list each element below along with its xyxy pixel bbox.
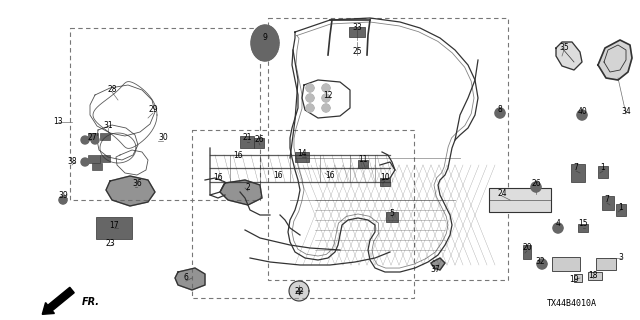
- Text: 16: 16: [233, 150, 243, 159]
- Bar: [578, 224, 588, 232]
- Text: 2: 2: [246, 183, 250, 193]
- Bar: [552, 257, 580, 271]
- Bar: [268, 18, 508, 280]
- Text: 38: 38: [67, 157, 77, 166]
- Text: 27: 27: [87, 132, 97, 141]
- Polygon shape: [531, 182, 541, 192]
- Circle shape: [322, 94, 330, 102]
- Text: 26: 26: [531, 179, 541, 188]
- Text: 8: 8: [498, 106, 502, 115]
- Bar: [192, 130, 414, 298]
- Text: 6: 6: [184, 274, 188, 283]
- Bar: [523, 245, 531, 259]
- Bar: [602, 196, 614, 210]
- Circle shape: [81, 136, 89, 144]
- Polygon shape: [537, 259, 547, 269]
- Text: 7: 7: [605, 196, 609, 204]
- Text: 16: 16: [213, 173, 223, 182]
- Circle shape: [306, 104, 314, 112]
- Text: 10: 10: [380, 173, 390, 182]
- Bar: [70, 28, 260, 200]
- Polygon shape: [289, 281, 309, 301]
- Circle shape: [306, 94, 314, 102]
- Polygon shape: [220, 180, 262, 205]
- Bar: [596, 258, 616, 270]
- Bar: [489, 188, 551, 212]
- Polygon shape: [251, 25, 279, 61]
- Bar: [92, 163, 102, 170]
- Bar: [380, 178, 390, 186]
- Text: 35: 35: [559, 43, 569, 52]
- Text: 16: 16: [325, 171, 335, 180]
- Text: 37: 37: [430, 266, 440, 275]
- Text: 39: 39: [58, 190, 68, 199]
- Text: 26: 26: [254, 134, 264, 143]
- Polygon shape: [106, 176, 155, 206]
- Text: 16: 16: [273, 171, 283, 180]
- Text: 29: 29: [148, 106, 158, 115]
- Text: 30: 30: [158, 133, 168, 142]
- Bar: [100, 133, 110, 140]
- Text: 1: 1: [619, 203, 623, 212]
- Text: TX44B4010A: TX44B4010A: [547, 299, 597, 308]
- Text: 36: 36: [132, 180, 142, 188]
- Bar: [571, 164, 585, 182]
- Polygon shape: [431, 258, 445, 270]
- Text: 31: 31: [103, 122, 113, 131]
- Polygon shape: [495, 108, 505, 118]
- FancyArrow shape: [42, 287, 74, 314]
- Text: 23: 23: [105, 238, 115, 247]
- Text: 21: 21: [243, 133, 252, 142]
- Text: 20: 20: [522, 244, 532, 252]
- Polygon shape: [59, 196, 67, 204]
- Text: 40: 40: [577, 107, 587, 116]
- Text: 12: 12: [323, 91, 333, 100]
- Text: 19: 19: [569, 276, 579, 284]
- Text: FR.: FR.: [82, 297, 100, 307]
- Bar: [295, 152, 309, 162]
- Bar: [254, 138, 264, 148]
- Polygon shape: [553, 223, 563, 233]
- Text: 32: 32: [535, 257, 545, 266]
- Bar: [349, 27, 365, 37]
- Circle shape: [322, 104, 330, 112]
- Text: 1: 1: [600, 164, 605, 172]
- Circle shape: [306, 84, 314, 92]
- Text: 4: 4: [556, 220, 561, 228]
- Text: 11: 11: [358, 156, 368, 164]
- Polygon shape: [577, 110, 587, 120]
- Bar: [574, 274, 582, 282]
- Bar: [100, 155, 110, 162]
- Polygon shape: [175, 268, 205, 290]
- Text: 13: 13: [53, 117, 63, 126]
- Text: 5: 5: [390, 209, 394, 218]
- Circle shape: [81, 158, 89, 166]
- Text: 7: 7: [573, 164, 579, 172]
- Bar: [358, 160, 368, 168]
- Bar: [598, 166, 608, 178]
- Polygon shape: [598, 40, 632, 80]
- Bar: [240, 136, 254, 148]
- Text: 33: 33: [352, 23, 362, 33]
- Text: 9: 9: [262, 33, 268, 42]
- Text: 22: 22: [294, 286, 304, 295]
- Text: 25: 25: [352, 47, 362, 57]
- Text: 14: 14: [297, 148, 307, 157]
- Bar: [588, 272, 602, 280]
- Circle shape: [91, 136, 99, 144]
- Text: 3: 3: [619, 253, 623, 262]
- Bar: [386, 212, 398, 222]
- Text: 28: 28: [108, 84, 116, 93]
- Text: 34: 34: [621, 107, 631, 116]
- Bar: [88, 133, 98, 140]
- Circle shape: [322, 84, 330, 92]
- Polygon shape: [556, 42, 582, 70]
- Text: 24: 24: [497, 188, 507, 197]
- Text: 17: 17: [109, 220, 119, 229]
- Text: 15: 15: [578, 220, 588, 228]
- Bar: [96, 217, 132, 239]
- Bar: [616, 204, 626, 216]
- Bar: [88, 155, 100, 163]
- Text: 18: 18: [588, 271, 598, 281]
